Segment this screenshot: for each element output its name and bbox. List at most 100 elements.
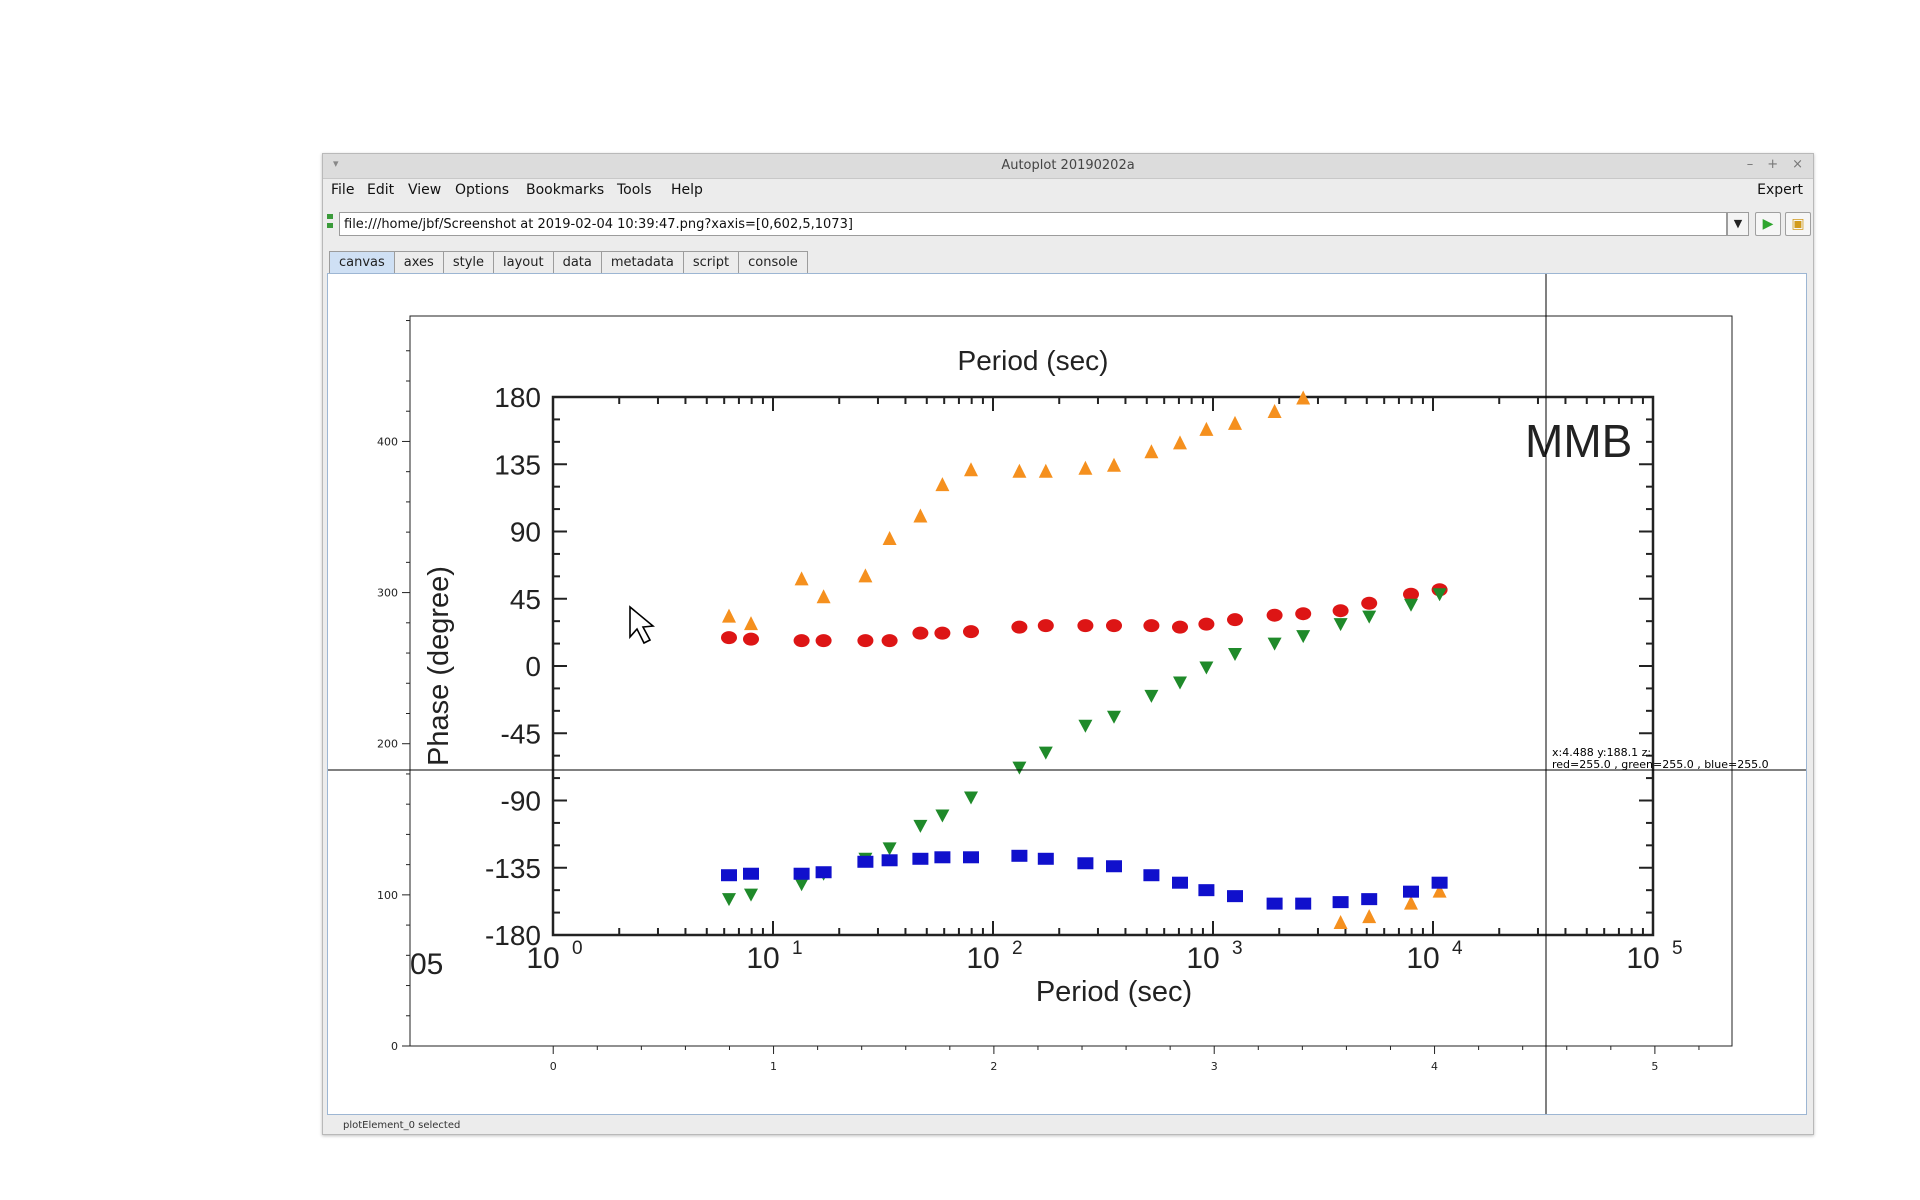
y-tick-label: 300 bbox=[377, 587, 398, 600]
image-ytick-label: 180 bbox=[494, 382, 541, 413]
tab-axes[interactable]: axes bbox=[393, 251, 444, 273]
tab-data[interactable]: data bbox=[552, 251, 602, 273]
image-ytick-label: -180 bbox=[485, 920, 541, 951]
close-icon[interactable]: × bbox=[1792, 157, 1803, 172]
orange-triangle-point bbox=[1199, 421, 1214, 436]
menu-options[interactable]: Options bbox=[455, 182, 510, 198]
green-triangle-point bbox=[1296, 630, 1311, 644]
blue-square-point bbox=[912, 852, 929, 865]
orange-triangle-point bbox=[794, 571, 809, 586]
orange-triangle-point bbox=[1432, 883, 1447, 898]
image-xtick-exponent: 3 bbox=[1232, 938, 1243, 959]
menu-edit[interactable]: Edit bbox=[367, 182, 395, 198]
maximize-icon[interactable]: + bbox=[1767, 157, 1779, 172]
green-triangle-point bbox=[1199, 661, 1214, 675]
blue-square-point bbox=[1295, 897, 1312, 910]
orange-triangle-point bbox=[1173, 435, 1187, 450]
orange-triangle-point bbox=[1333, 915, 1348, 930]
red-circle-point bbox=[963, 625, 979, 639]
red-circle-point bbox=[743, 632, 759, 646]
menu-view[interactable]: View bbox=[408, 182, 442, 198]
image-left-edge-label: 05 bbox=[410, 948, 443, 981]
blue-square-point bbox=[1198, 884, 1215, 897]
orange-triangle-point bbox=[1267, 403, 1282, 418]
orange-triangle-point bbox=[964, 462, 978, 477]
image-xtick-base: 10 bbox=[526, 942, 559, 975]
x-tick-label: 4 bbox=[1431, 1060, 1438, 1073]
image-ytick-label: -135 bbox=[485, 853, 541, 884]
plot-canvas[interactable]: Period (sec) MMB Phase (degree) Period (… bbox=[327, 273, 1807, 1115]
open-folder-button[interactable]: ▣ bbox=[1785, 212, 1811, 236]
image-ytick-label: 45 bbox=[510, 584, 541, 615]
x-tick-label: 1 bbox=[770, 1060, 777, 1073]
orange-triangle-point bbox=[1404, 895, 1418, 910]
blue-square-point bbox=[743, 867, 759, 880]
red-circle-point bbox=[934, 626, 951, 640]
red-circle-point bbox=[1172, 620, 1188, 634]
tab-style[interactable]: style bbox=[442, 251, 495, 273]
red-circle-point bbox=[815, 634, 832, 648]
tab-canvas[interactable]: canvas bbox=[329, 251, 395, 273]
image-ytick-label: 0 bbox=[525, 651, 541, 682]
blue-square-point bbox=[1332, 896, 1349, 909]
menu-file[interactable]: File bbox=[331, 182, 355, 198]
image-data-series bbox=[721, 390, 1448, 930]
y-tick-label: 100 bbox=[377, 889, 398, 902]
image-top-label: Period (sec) bbox=[958, 345, 1109, 376]
green-triangle-point bbox=[1144, 689, 1159, 703]
y-tick-label: 200 bbox=[377, 738, 398, 751]
green-triangle-point bbox=[1267, 637, 1282, 651]
image-xtick-base: 10 bbox=[746, 942, 779, 975]
embedded-image: Period (sec) MMB Phase (degree) Period (… bbox=[410, 345, 1683, 1008]
red-circle-point bbox=[1198, 617, 1215, 631]
menu-bookmarks[interactable]: Bookmarks bbox=[526, 182, 605, 198]
green-triangle-point bbox=[744, 888, 758, 902]
red-circle-point bbox=[1332, 604, 1349, 618]
red-circle-point bbox=[857, 634, 874, 648]
tab-metadata[interactable]: metadata bbox=[600, 251, 684, 273]
url-input[interactable] bbox=[339, 212, 1727, 236]
plot-svg[interactable]: Period (sec) MMB Phase (degree) Period (… bbox=[328, 274, 1806, 1114]
tab-script[interactable]: script bbox=[682, 251, 740, 273]
y-tick-label: 400 bbox=[377, 435, 398, 448]
menu-tools[interactable]: Tools bbox=[617, 182, 652, 198]
red-circle-point bbox=[721, 631, 737, 645]
image-xtick-base: 10 bbox=[966, 942, 999, 975]
chevron-down-icon[interactable]: ▼ bbox=[1727, 212, 1749, 236]
orange-triangle-point bbox=[1362, 909, 1377, 924]
orange-triangle-point bbox=[722, 608, 736, 623]
x-tick-label: 3 bbox=[1211, 1060, 1218, 1073]
x-tick-label: 0 bbox=[550, 1060, 557, 1073]
status-bar: plotElement_0 selected bbox=[343, 1120, 461, 1131]
drag-handle-icon[interactable] bbox=[327, 214, 333, 232]
tab-layout[interactable]: layout bbox=[493, 251, 554, 273]
blue-square-point bbox=[1403, 885, 1419, 898]
expert-mode-label[interactable]: Expert bbox=[1757, 182, 1803, 198]
minimize-icon[interactable]: – bbox=[1746, 157, 1754, 172]
green-triangle-point bbox=[1333, 618, 1348, 632]
image-xtick-labels: 10 0 10 1 10 2 10 3 10 4 10 5 bbox=[526, 938, 1682, 975]
blue-square-point bbox=[934, 851, 951, 864]
green-triangle-point bbox=[1078, 719, 1093, 733]
image-xlabel: Period (sec) bbox=[1036, 976, 1192, 1008]
green-triangle-point bbox=[913, 819, 928, 833]
image-ytick-labels: 180 135 90 45 0 -45 -90 -135 -180 bbox=[485, 382, 541, 951]
green-triangle-point bbox=[935, 809, 950, 823]
red-circle-point bbox=[1077, 619, 1094, 633]
autoplot-window: ▾ Autoplot 20190202a – + × File Edit Vie… bbox=[322, 153, 1814, 1135]
tab-console[interactable]: console bbox=[738, 251, 808, 273]
tab-bar: canvas axes style layout data metadata s… bbox=[329, 251, 808, 273]
blue-square-point bbox=[793, 867, 810, 880]
blue-square-point bbox=[1143, 869, 1160, 882]
autoplot-plot-frame bbox=[409, 315, 1733, 1047]
blue-square-point bbox=[857, 855, 874, 868]
go-button[interactable]: ▶ bbox=[1755, 212, 1781, 236]
green-triangle-point bbox=[1432, 588, 1447, 602]
window-menu-icon[interactable]: ▾ bbox=[333, 157, 339, 170]
menu-help[interactable]: Help bbox=[671, 182, 703, 198]
image-ylabel: Phase (degree) bbox=[423, 566, 455, 766]
green-triangle-point bbox=[1404, 598, 1418, 612]
orange-triangle-point bbox=[1296, 390, 1311, 405]
green-triangle-point bbox=[1362, 610, 1377, 624]
green-triangle-point bbox=[882, 842, 897, 856]
